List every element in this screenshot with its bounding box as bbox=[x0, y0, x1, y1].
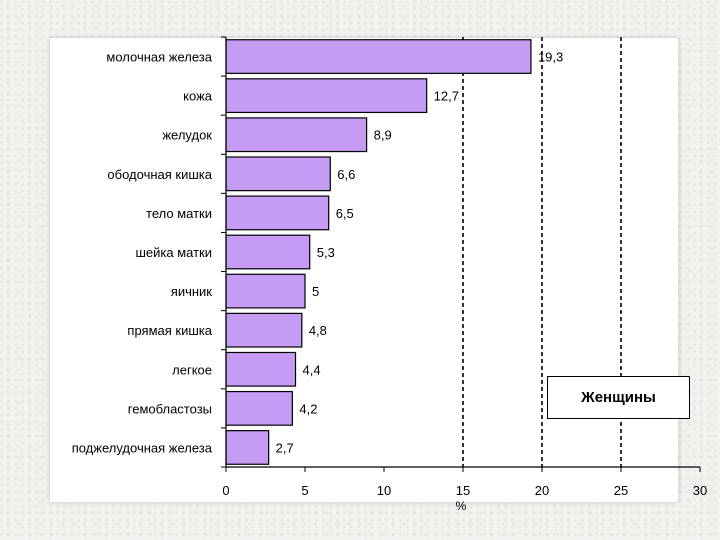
bar bbox=[225, 39, 532, 74]
category-label: кожа bbox=[183, 89, 213, 104]
value-label: 5,3 bbox=[317, 245, 335, 260]
bar bbox=[225, 234, 311, 270]
chart-panel bbox=[50, 38, 678, 502]
bar bbox=[225, 430, 270, 465]
x-tick-label: 20 bbox=[535, 483, 549, 498]
x-tick-label: 5 bbox=[301, 483, 308, 498]
category-label: легкое bbox=[172, 362, 212, 377]
x-tick-label: 0 bbox=[222, 483, 229, 498]
value-label: 4,4 bbox=[303, 362, 321, 377]
labels: 19,3 молочная железа 12,7 кожа 8,9 желудок 6,6… bbox=[72, 50, 708, 498]
value-label: 19,3 bbox=[538, 50, 563, 65]
category-label: ободочная кишка bbox=[107, 167, 212, 182]
bar bbox=[225, 390, 293, 426]
legend-box: Женщины bbox=[547, 376, 690, 419]
bar bbox=[225, 273, 306, 309]
category-label: шейка матки bbox=[135, 245, 212, 260]
category-label: прямая кишка bbox=[127, 323, 212, 338]
category-label: гемобластозы bbox=[128, 401, 212, 416]
value-label: 2,7 bbox=[276, 440, 294, 455]
bar bbox=[225, 78, 428, 114]
axes bbox=[221, 36, 701, 472]
bar bbox=[225, 351, 297, 387]
category-label: желудок bbox=[162, 128, 212, 143]
category-label: яичник bbox=[171, 284, 213, 299]
x-tick-label: 25 bbox=[614, 483, 628, 498]
value-label: 6,6 bbox=[337, 167, 355, 182]
bar bbox=[225, 156, 331, 192]
legend-text: Женщины bbox=[581, 389, 656, 406]
x-tick-label: 10 bbox=[377, 483, 391, 498]
value-label: 6,5 bbox=[336, 206, 354, 221]
category-label: молочная железа bbox=[106, 50, 212, 65]
bar bbox=[225, 312, 303, 348]
x-tick-label: 15 bbox=[456, 483, 470, 498]
value-label: 5 bbox=[312, 284, 319, 299]
category-label: поджелудочная железа bbox=[72, 440, 213, 455]
bars bbox=[225, 39, 532, 465]
bar bbox=[225, 117, 368, 153]
value-label: 4,2 bbox=[299, 401, 317, 416]
value-label: 8,9 bbox=[374, 128, 392, 143]
category-label: тело матки bbox=[146, 206, 212, 221]
x-axis-label: % bbox=[456, 499, 467, 513]
x-tick-label: 30 bbox=[693, 483, 707, 498]
value-label: 12,7 bbox=[434, 89, 459, 104]
bar bbox=[225, 195, 330, 231]
value-label: 4,8 bbox=[309, 323, 327, 338]
